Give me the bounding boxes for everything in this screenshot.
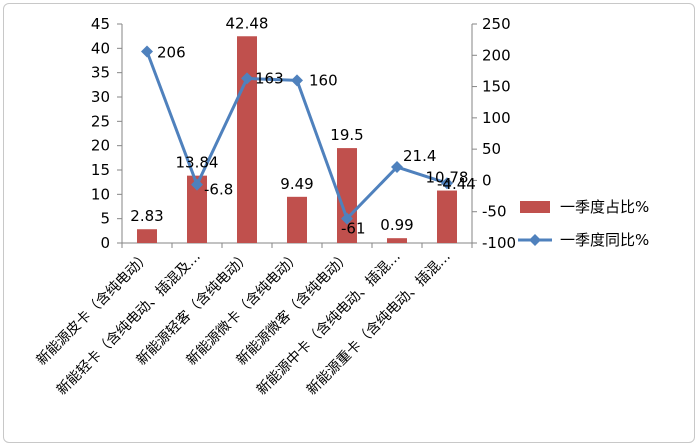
line-data-label: -4.44 <box>437 175 476 193</box>
legend-swatch-bar <box>520 201 550 213</box>
bar-5 <box>387 238 407 243</box>
left-tick-label: 30 <box>91 88 110 106</box>
right-tick-label: 100 <box>482 109 511 127</box>
legend-marker-line <box>529 234 541 246</box>
left-tick-label: 10 <box>91 185 110 203</box>
right-tick-label: 150 <box>482 78 511 96</box>
line-data-label: 160 <box>309 71 338 89</box>
line-marker-0 <box>141 45 153 58</box>
right-tick-label: 200 <box>482 46 511 64</box>
right-tick-label: 50 <box>482 140 501 158</box>
left-tick-label: 0 <box>100 234 110 252</box>
bar-data-label: 0.99 <box>380 216 413 234</box>
left-tick-label: 45 <box>91 15 110 33</box>
legend-label-bar: 一季度占比% <box>560 198 649 216</box>
bar-0 <box>137 229 157 243</box>
left-tick-label: 35 <box>91 64 110 82</box>
line-marker-5 <box>391 161 403 174</box>
line-marker-1 <box>191 178 203 191</box>
line-data-label: 21.4 <box>403 147 436 165</box>
left-tick-label: 15 <box>91 161 110 179</box>
right-tick-label: 250 <box>482 15 511 33</box>
line-data-label: 206 <box>157 44 186 62</box>
bar-data-label: 19.5 <box>330 126 363 144</box>
bar-6 <box>437 190 457 243</box>
bar-data-label: 13.84 <box>176 154 219 172</box>
bar-2 <box>237 36 257 243</box>
left-tick-label: 40 <box>91 39 110 57</box>
bar-data-label: 9.49 <box>280 175 313 193</box>
line-marker-4 <box>341 212 353 225</box>
left-tick-label: 20 <box>91 137 110 155</box>
bar-3 <box>287 196 307 243</box>
line-data-label: 163 <box>255 69 284 87</box>
line-marker-2 <box>241 72 253 85</box>
bar-data-label: 2.83 <box>130 207 163 225</box>
right-tick-label: -50 <box>482 203 507 221</box>
bar-data-label: 42.48 <box>226 14 269 32</box>
line-data-label: -6.8 <box>204 181 233 199</box>
bar-1 <box>187 175 207 243</box>
line-data-label: -61 <box>341 220 366 238</box>
line-marker-6 <box>441 177 453 190</box>
right-tick-label: -100 <box>482 234 516 252</box>
right-tick-label: 0 <box>482 171 492 189</box>
line-marker-3 <box>291 74 303 87</box>
bar-data-label: 10.78 <box>426 169 469 187</box>
left-tick-label: 5 <box>100 210 110 228</box>
left-tick-label: 25 <box>91 112 110 130</box>
legend-label-line: 一季度同比% <box>560 231 649 249</box>
